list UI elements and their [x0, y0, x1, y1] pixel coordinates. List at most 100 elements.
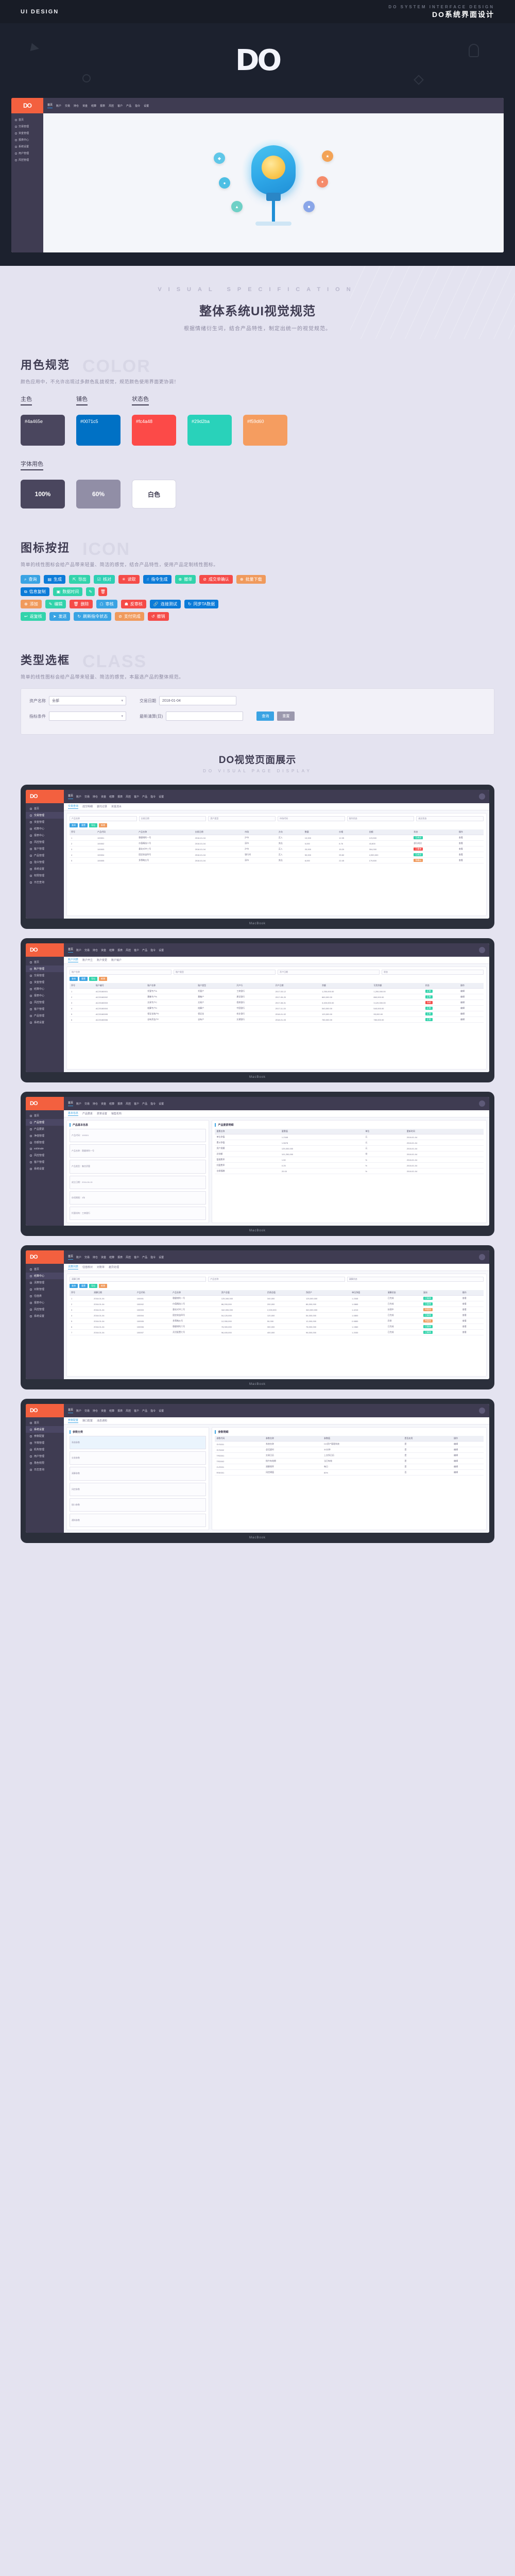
sidebar-item-8[interactable]: 系统设置: [26, 1165, 64, 1172]
payment-done-button[interactable]: ⊘ 支付完成: [115, 612, 144, 621]
table-row[interactable]: 6 AC20180006 自有资金户F 自有户 交通银行 2018-01-03 780,00…: [70, 1016, 484, 1023]
table-row[interactable]: 2 2018-01-04 100002 价值精选二号 86,200,000 200,000…: [70, 1301, 484, 1307]
table-row[interactable]: 总份额 101,250,000 份 2018-01-04: [215, 1151, 484, 1157]
sidebar-item-1[interactable]: 账户管理: [26, 965, 64, 972]
sidebar-item-6[interactable]: 角色权限: [26, 1460, 64, 1466]
nav-tab[interactable]: 指令: [150, 1102, 156, 1106]
hero-nav-tab[interactable]: 客户: [117, 104, 123, 108]
filter-control[interactable]: 清算状态: [347, 1277, 484, 1282]
sidebar-item-1[interactable]: 结算中心: [26, 1273, 64, 1279]
action-chip[interactable]: 导出: [89, 823, 97, 827]
sidebar-item-0[interactable]: 首页: [26, 959, 64, 965]
sidebar-item-0[interactable]: 首页: [26, 1266, 64, 1273]
table-row[interactable]: 5 AC20180005 保证金账户E 保证金 农业银行 2018-01-02 120,00…: [70, 1011, 484, 1017]
sidebar-item-8[interactable]: 产品管理: [26, 1012, 64, 1019]
nav-tab[interactable]: 风控: [126, 948, 131, 952]
nav-tab[interactable]: 账户: [76, 948, 82, 952]
table-row[interactable]: RSK001 风控阈值 80% 否编辑: [215, 1469, 484, 1476]
hero-nav-tab[interactable]: 报表: [100, 104, 106, 108]
revoke-button[interactable]: ↺ 撤销: [147, 612, 169, 621]
nav-tab[interactable]: 风控: [126, 1409, 131, 1413]
generate-button[interactable]: ▤ 生成: [44, 575, 66, 584]
sub-tab[interactable]: 账户变更: [97, 959, 108, 962]
table-row[interactable]: SYS001 系统名称 DO资产管理系统是编辑: [215, 1441, 484, 1447]
sidebar-item-3[interactable]: 对账管理: [26, 1286, 64, 1293]
hero-nav-tab[interactable]: 设置: [144, 104, 149, 108]
nav-tab[interactable]: 账户: [76, 1102, 82, 1106]
sidebar-item-4[interactable]: 估值表: [26, 1293, 64, 1299]
action-chip[interactable]: 导出: [89, 1284, 97, 1288]
nav-tab[interactable]: 资金: [101, 1256, 107, 1259]
action-chip[interactable]: 查询: [70, 1284, 78, 1288]
nav-tab[interactable]: 指令: [150, 1256, 156, 1259]
sub-tab[interactable]: 交易查询: [68, 805, 79, 809]
sidebar-item-4[interactable]: 结算中心: [26, 986, 64, 992]
list-item[interactable]: 系统参数: [70, 1436, 207, 1450]
sub-tab[interactable]: 委托记录: [97, 805, 108, 808]
table-row[interactable]: 业绩报酬 20.00% 2018-01-04: [215, 1168, 484, 1174]
refresh-command-button[interactable]: ↻ 刷新指令状态: [74, 612, 112, 621]
list-item[interactable]: 清算参数: [70, 1467, 207, 1481]
table-row[interactable]: 托管费率 0.25% 2018-01-04: [215, 1162, 484, 1168]
nav-tab[interactable]: 结算: [109, 1409, 115, 1413]
sub-tab[interactable]: 接口配置: [82, 1419, 93, 1422]
sidebar-item-5[interactable]: 报表中心: [26, 1299, 64, 1306]
copy-info-button[interactable]: ⧉ 信息复制: [21, 587, 49, 596]
sidebar-item-7[interactable]: 客户管理: [26, 1159, 64, 1165]
filter-control[interactable]: 资产类型: [208, 816, 276, 821]
filter-control[interactable]: 清算日期: [70, 1277, 207, 1282]
action-chip[interactable]: 查询: [70, 977, 78, 981]
delete-button[interactable]: 🗑 删除: [70, 600, 93, 608]
sidebar-item-6[interactable]: 风控管理: [26, 1306, 64, 1313]
nav-tab[interactable]: 首页: [68, 1255, 74, 1260]
sidebar-item-2[interactable]: 资金管理: [26, 819, 64, 825]
nav-tab[interactable]: 指令: [150, 1409, 156, 1413]
sidebar-item-0[interactable]: 首页: [26, 1112, 64, 1119]
table-row[interactable]: 4 AC20180004 结算专户D 结算户 中国银行 2017-11-15 540,000…: [70, 1005, 484, 1011]
sync-ta-button[interactable]: ↻ 同步TA数据: [184, 600, 219, 608]
hero-sidebar-item[interactable]: 风控管理: [14, 157, 41, 163]
nav-tab[interactable]: 设置: [159, 1102, 164, 1106]
hero-sidebar-item[interactable]: 交易管理: [14, 123, 41, 130]
sidebar-item-0[interactable]: 首页: [26, 1419, 64, 1426]
edit-button[interactable]: ✎ 编辑: [45, 600, 66, 608]
sidebar-item-4[interactable]: 报表中心: [26, 832, 64, 839]
hero-sidebar-item[interactable]: 资金管理: [14, 130, 41, 137]
nav-tab[interactable]: 持仓: [93, 795, 98, 799]
edit-button[interactable]: ✎: [86, 587, 95, 596]
recheck-button[interactable]: ↩ 返复核: [21, 612, 46, 621]
list-item[interactable]: 交易参数: [70, 1451, 207, 1465]
action-chip[interactable]: 查询: [70, 823, 78, 827]
data-time-button[interactable]: ▣ 数据时间: [53, 587, 83, 596]
nav-tab[interactable]: 持仓: [93, 1256, 98, 1259]
nav-tab[interactable]: 首页: [68, 1408, 74, 1413]
sidebar-item-4[interactable]: 机构管理: [26, 1446, 64, 1453]
sub-tab[interactable]: 估值核对: [82, 1266, 93, 1269]
verify-button[interactable]: ☑ 核对: [93, 575, 115, 584]
sidebar-item-9[interactable]: 系统设置: [26, 1019, 64, 1026]
nav-tab[interactable]: 资金: [101, 795, 107, 799]
nav-tab[interactable]: 资金: [101, 1102, 107, 1106]
avatar[interactable]: [479, 1100, 485, 1107]
sidebar-item-0[interactable]: 首页: [26, 805, 64, 812]
sidebar-item-7[interactable]: 产品管理: [26, 852, 64, 859]
nav-tab[interactable]: 设置: [159, 1409, 164, 1413]
sidebar-item-7[interactable]: 客户管理: [26, 1006, 64, 1012]
sub-tab[interactable]: 消息通知: [97, 1419, 108, 1422]
nav-tab[interactable]: 指令: [150, 795, 156, 799]
nav-tab[interactable]: 客户: [134, 1409, 140, 1413]
sub-tab[interactable]: 参数配置: [68, 1419, 79, 1423]
sidebar-item-6[interactable]: 风控管理: [26, 1152, 64, 1159]
sub-tab[interactable]: 账户销户: [111, 959, 122, 962]
table-row[interactable]: 2 100002 价值精选二号 2018-01-04 深市 卖出 5,000 8.76 43,8…: [70, 840, 484, 846]
sidebar-item-3[interactable]: 资金管理: [26, 979, 64, 986]
avatar[interactable]: [479, 1408, 485, 1414]
hero-nav-tab[interactable]: 首页: [47, 103, 53, 108]
hero-nav-tab[interactable]: 指令: [135, 104, 141, 108]
nav-tab[interactable]: 持仓: [93, 1409, 98, 1413]
table-row[interactable]: 4 2018-01-04 100004 固定收益四号 54,120,000 120,000…: [70, 1312, 484, 1318]
sidebar-item-2[interactable]: 清算管理: [26, 1279, 64, 1286]
list-item[interactable]: 接口参数: [70, 1498, 207, 1512]
nav-tab[interactable]: 结算: [109, 795, 115, 799]
table-row[interactable]: 资产规模 125,000,000 元 2018-01-04: [215, 1145, 484, 1151]
